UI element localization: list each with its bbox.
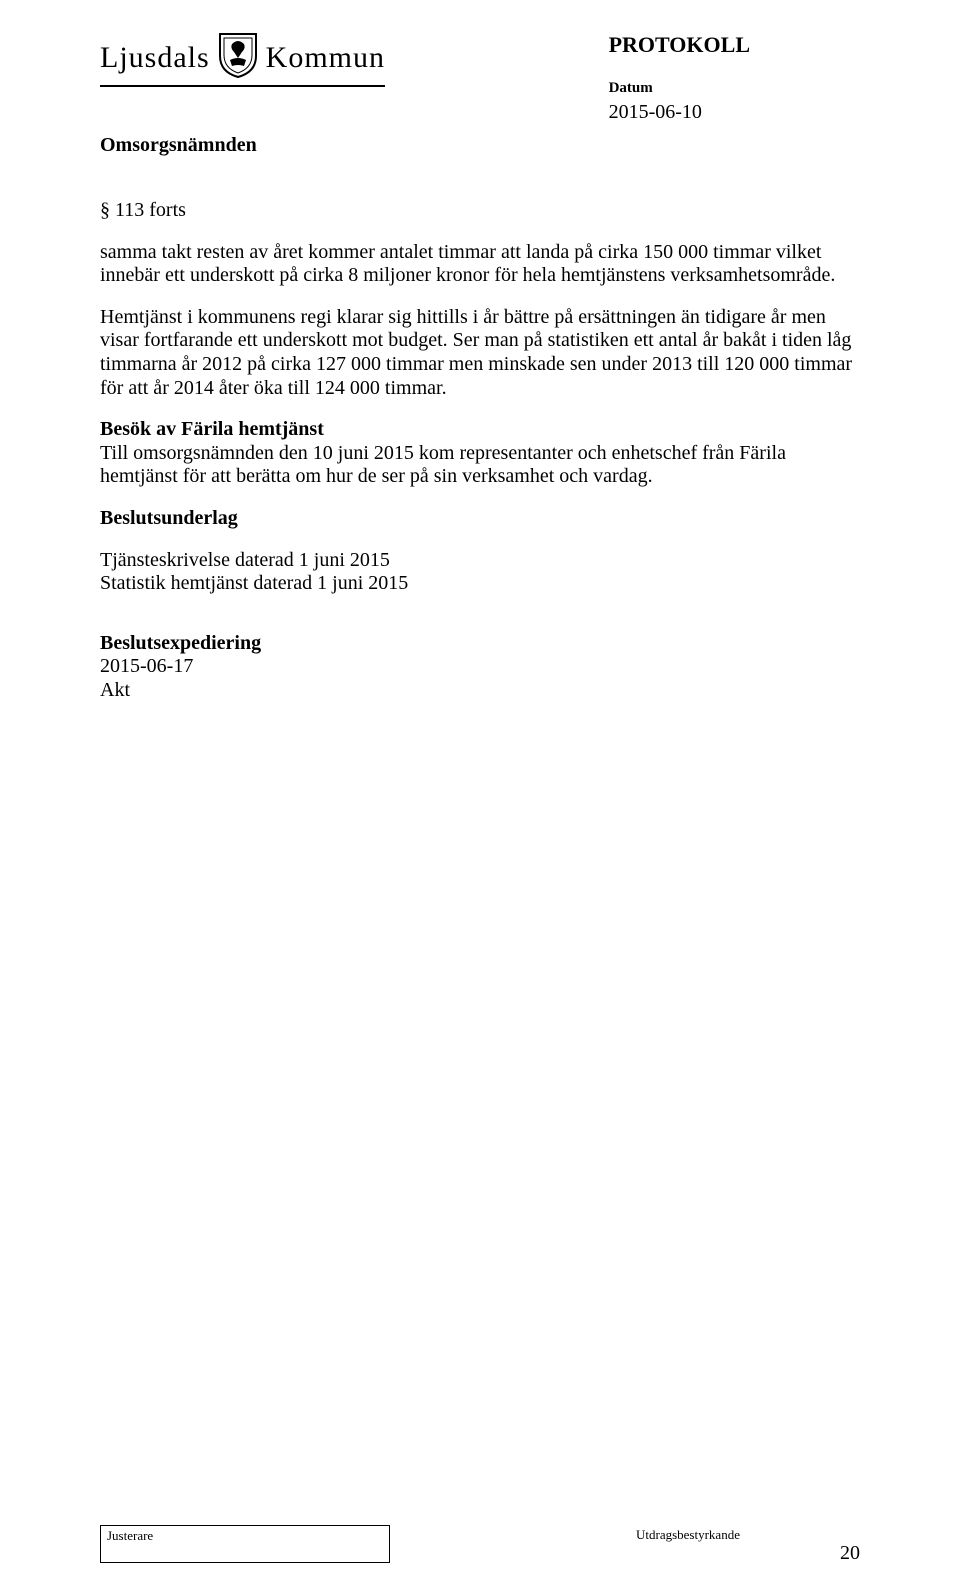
page: Ljusdals Kommun PROTOKOLL Datum 2015-06-…	[0, 0, 960, 1583]
expediering-block: Beslutsexpediering 2015-06-17 Akt	[100, 632, 860, 703]
shield-icon	[218, 32, 258, 83]
underlag-line: Statistik hemtjänst daterad 1 juni 2015	[100, 572, 408, 594]
spacer	[100, 614, 860, 632]
underlag-lines: Tjänsteskrivelse daterad 1 juni 2015 Sta…	[100, 549, 860, 596]
footer-mid	[390, 1525, 630, 1563]
footer-utdrag: Utdragsbestyrkande 20	[630, 1525, 860, 1563]
subsection-title: Besök av Färila hemtjänst	[100, 418, 324, 440]
footer: Justerare Utdragsbestyrkande 20	[100, 1525, 860, 1563]
logo-text-right: Kommun	[266, 41, 385, 75]
logo-text-left: Ljusdals	[100, 41, 210, 75]
beslutsunderlag-title: Beslutsunderlag	[100, 507, 860, 531]
footer-justerare: Justerare	[100, 1525, 390, 1563]
page-number: 20	[840, 1542, 860, 1565]
committee-name: Omsorgsnämnden	[100, 134, 860, 157]
expediering-akt: Akt	[100, 679, 130, 701]
section-ref: § 113 forts	[100, 199, 860, 223]
datum-value: 2015-06-10	[609, 101, 750, 124]
paragraph: samma takt resten av året kommer antalet…	[100, 241, 860, 288]
logo-block: Ljusdals Kommun	[100, 32, 385, 87]
paragraph: Hemtjänst i kommunens regi klarar sig hi…	[100, 306, 860, 400]
body-text: § 113 forts samma takt resten av året ko…	[100, 199, 860, 703]
protokoll-block: PROTOKOLL Datum 2015-06-10	[609, 32, 750, 124]
footer-right-label: Utdragsbestyrkande	[636, 1527, 740, 1542]
expediering-date: 2015-06-17	[100, 655, 193, 677]
footer-cells: Justerare Utdragsbestyrkande 20	[100, 1525, 860, 1563]
underlag-line: Tjänsteskrivelse daterad 1 juni 2015	[100, 549, 390, 571]
expediering-title: Beslutsexpediering	[100, 632, 261, 654]
header-row: Ljusdals Kommun PROTOKOLL Datum 2015-06-…	[100, 32, 860, 124]
protokoll-title: PROTOKOLL	[609, 32, 750, 58]
datum-label: Datum	[609, 80, 750, 97]
subsection-body: Till omsorgsnämnden den 10 juni 2015 kom…	[100, 442, 786, 488]
logo-area: Ljusdals Kommun	[100, 32, 385, 87]
subsection-visit: Besök av Färila hemtjänst Till omsorgsnä…	[100, 418, 860, 489]
